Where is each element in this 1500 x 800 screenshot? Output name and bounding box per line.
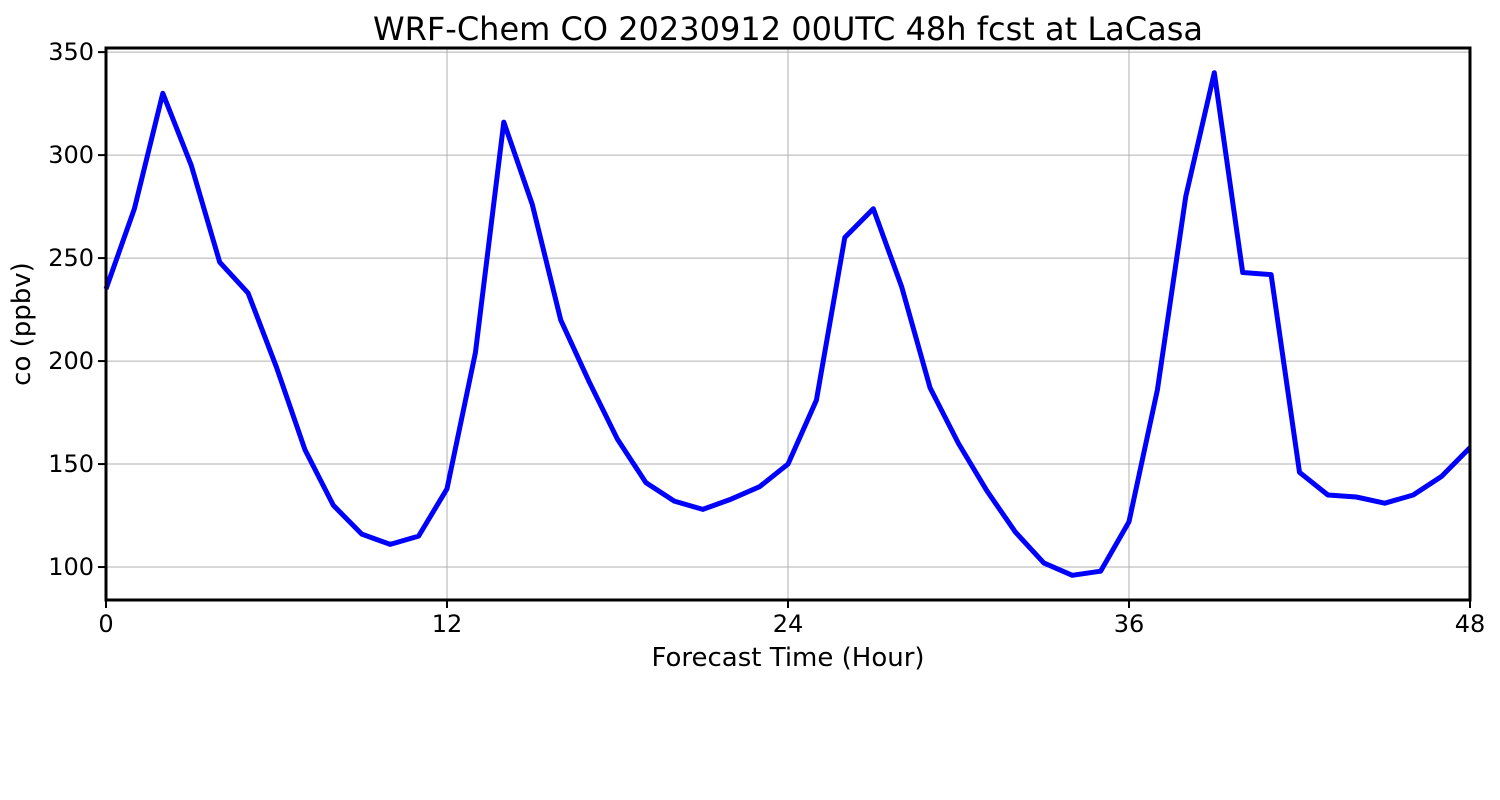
y-axis-ticks: 100 150 200 250 300 350 [48, 38, 106, 581]
x-axis-label: Forecast Time (Hour) [651, 643, 924, 673]
x-tick-label: 12 [432, 610, 463, 638]
x-tick-label: 24 [773, 610, 804, 638]
x-tick-label: 36 [1114, 610, 1145, 638]
y-tick-label: 200 [48, 347, 94, 375]
y-tick-label: 250 [48, 244, 94, 272]
grid-lines [105, 48, 1471, 600]
y-tick-label: 350 [48, 38, 94, 66]
y-tick-label: 100 [48, 553, 94, 581]
y-tick-label: 150 [48, 450, 94, 478]
chart-title: WRF-Chem CO 20230912 00UTC 48h fcst at L… [373, 10, 1203, 48]
y-axis-label: co (ppbv) [7, 262, 37, 386]
y-tick-label: 300 [48, 141, 94, 169]
x-tick-label: 48 [1455, 610, 1486, 638]
x-tick-label: 0 [98, 610, 113, 638]
x-axis-ticks: 0 12 24 36 48 [98, 600, 1485, 638]
